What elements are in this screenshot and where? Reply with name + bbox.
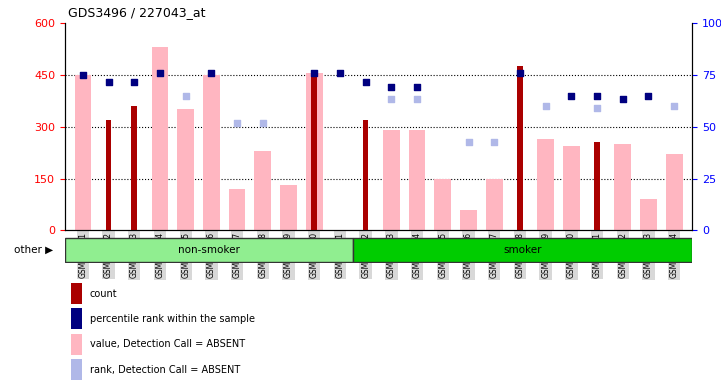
Bar	[131, 106, 137, 230]
Point	[128, 79, 140, 85]
Bar	[665, 154, 683, 230]
Text: smoker: smoker	[503, 245, 541, 255]
Text: other ▶: other ▶	[14, 245, 53, 255]
Bar	[383, 130, 399, 230]
Text: value, Detection Call = ABSENT: value, Detection Call = ABSENT	[90, 339, 245, 349]
Point	[231, 120, 243, 126]
Point	[591, 93, 603, 99]
Point	[540, 103, 552, 109]
Bar	[65, 237, 353, 262]
Bar	[177, 109, 194, 230]
Point	[77, 72, 89, 78]
Point	[386, 84, 397, 90]
Point	[488, 139, 500, 146]
Point	[309, 70, 320, 76]
Bar	[435, 179, 451, 230]
Text: percentile rank within the sample: percentile rank within the sample	[90, 314, 255, 324]
Bar	[71, 359, 82, 380]
Bar	[151, 47, 169, 230]
Point	[360, 79, 371, 85]
Point	[617, 96, 629, 102]
Point	[154, 70, 166, 76]
Bar	[409, 130, 425, 230]
Point	[463, 139, 474, 146]
Text: GDS3496 / 227043_at: GDS3496 / 227043_at	[68, 6, 206, 19]
Bar	[71, 308, 82, 329]
Bar	[106, 120, 112, 230]
Point	[257, 120, 269, 126]
Bar	[71, 283, 82, 304]
Point	[642, 93, 654, 99]
Point	[411, 96, 423, 102]
Bar	[517, 66, 523, 230]
Point	[335, 70, 346, 76]
Bar	[71, 334, 82, 355]
Bar	[203, 75, 220, 230]
Bar	[353, 237, 692, 262]
Bar	[229, 189, 245, 230]
Bar	[74, 75, 92, 230]
Bar	[537, 139, 554, 230]
Point	[205, 70, 217, 76]
Bar	[311, 71, 317, 230]
Text: count: count	[90, 288, 118, 299]
Bar	[460, 210, 477, 230]
Point	[514, 70, 526, 76]
Bar	[486, 179, 503, 230]
Bar	[306, 73, 322, 230]
Bar	[614, 144, 631, 230]
Bar	[640, 199, 657, 230]
Point	[591, 105, 603, 111]
Bar	[563, 146, 580, 230]
Bar	[363, 120, 368, 230]
Point	[411, 84, 423, 90]
Point	[180, 93, 192, 99]
Point	[386, 96, 397, 102]
Point	[668, 103, 680, 109]
Point	[103, 79, 115, 85]
Text: rank, Detection Call = ABSENT: rank, Detection Call = ABSENT	[90, 364, 240, 375]
Bar	[280, 185, 297, 230]
Text: non-smoker: non-smoker	[178, 245, 240, 255]
Bar	[255, 151, 271, 230]
Bar	[594, 142, 600, 230]
Point	[565, 93, 577, 99]
